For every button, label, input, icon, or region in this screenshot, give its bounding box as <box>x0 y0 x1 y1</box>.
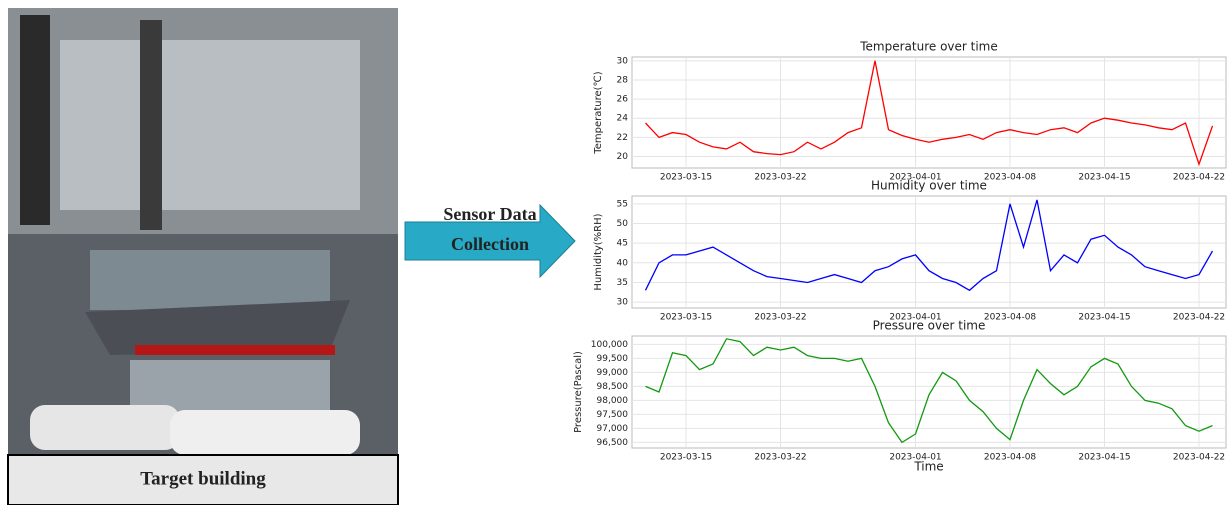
arrow-label: Collection <box>451 234 529 254</box>
y-tick-label: 99,000 <box>597 368 629 378</box>
y-tick-label: 40 <box>617 258 629 268</box>
y-tick-label: 22 <box>617 133 628 143</box>
pipe <box>20 15 50 225</box>
page: {"figure": {"photo_label": "Target build… <box>0 0 1227 505</box>
x-tick-label: 2023-04-08 <box>984 173 1037 183</box>
x-axis-label: Time <box>913 460 943 474</box>
y-axis-label: Temperature(℃) <box>593 71 604 154</box>
chart-title: Pressure over time <box>873 319 986 333</box>
photo: Target building <box>8 8 398 505</box>
y-axis-label: Pressure(Pascal) <box>573 351 584 433</box>
y-tick-label: 98,500 <box>597 382 629 392</box>
car <box>170 410 360 455</box>
y-tick-label: 28 <box>617 75 629 85</box>
x-tick-label: 2023-04-22 <box>1173 313 1225 323</box>
x-tick-label: 2023-03-15 <box>660 453 712 463</box>
x-tick-label: 2023-04-15 <box>1078 453 1130 463</box>
car <box>30 405 180 450</box>
y-tick-label: 55 <box>617 199 628 209</box>
data-line <box>646 339 1213 443</box>
x-tick-label: 2023-03-22 <box>754 453 806 463</box>
y-tick-label: 97,000 <box>597 424 629 434</box>
x-tick-label: 2023-04-22 <box>1173 453 1225 463</box>
y-tick-label: 96,500 <box>597 438 629 448</box>
chart-title: Temperature over time <box>859 40 998 54</box>
x-tick-label: 2023-03-15 <box>660 313 712 323</box>
y-tick-label: 97,500 <box>597 410 629 420</box>
x-tick-label: 2023-04-08 <box>984 313 1037 323</box>
x-tick-label: 2023-04-15 <box>1078 173 1130 183</box>
x-tick-label: 2023-04-22 <box>1173 173 1225 183</box>
y-tick-label: 30 <box>617 56 629 66</box>
x-tick-label: 2023-04-15 <box>1078 313 1130 323</box>
y-tick-label: 50 <box>617 219 629 229</box>
y-tick-label: 99,500 <box>597 354 629 364</box>
x-tick-label: 2023-03-22 <box>754 173 806 183</box>
data-line <box>646 61 1213 164</box>
x-tick-label: 2023-03-22 <box>754 313 806 323</box>
y-tick-label: 24 <box>617 114 629 124</box>
x-tick-label: 2023-04-08 <box>984 453 1037 463</box>
y-tick-label: 35 <box>617 278 628 288</box>
arrow-label: Sensor Data <box>443 204 536 224</box>
chart-title: Humidity over time <box>871 179 987 193</box>
y-tick-label: 26 <box>617 95 629 105</box>
photo-label: Target building <box>140 468 266 489</box>
y-tick-label: 45 <box>617 239 628 249</box>
y-tick-label: 100,000 <box>591 340 628 350</box>
y-tick-label: 98,000 <box>597 396 629 406</box>
machine <box>60 40 360 210</box>
facade <box>90 250 330 310</box>
y-tick-label: 20 <box>617 152 629 162</box>
figure: Target building Sensor Data Collection 2… <box>0 0 1227 505</box>
data-line <box>646 200 1213 290</box>
x-tick-label: 2023-03-15 <box>660 173 712 183</box>
y-axis-label: Humidity(%RH) <box>593 213 604 290</box>
plot-area <box>632 57 1226 168</box>
led-sign <box>135 345 335 355</box>
pipe <box>140 20 162 230</box>
y-tick-label: 30 <box>617 298 629 308</box>
